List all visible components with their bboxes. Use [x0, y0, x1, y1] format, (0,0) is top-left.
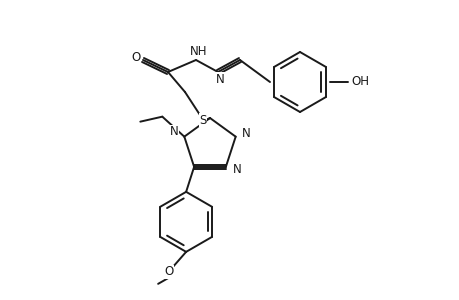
Text: N: N: [169, 125, 178, 138]
Text: NH: NH: [190, 44, 207, 58]
Text: OH: OH: [350, 74, 368, 88]
Text: N: N: [232, 163, 241, 176]
Text: N: N: [215, 73, 224, 85]
Text: O: O: [164, 265, 174, 278]
Text: N: N: [242, 127, 251, 140]
Text: S: S: [199, 113, 206, 127]
Text: O: O: [131, 50, 140, 64]
